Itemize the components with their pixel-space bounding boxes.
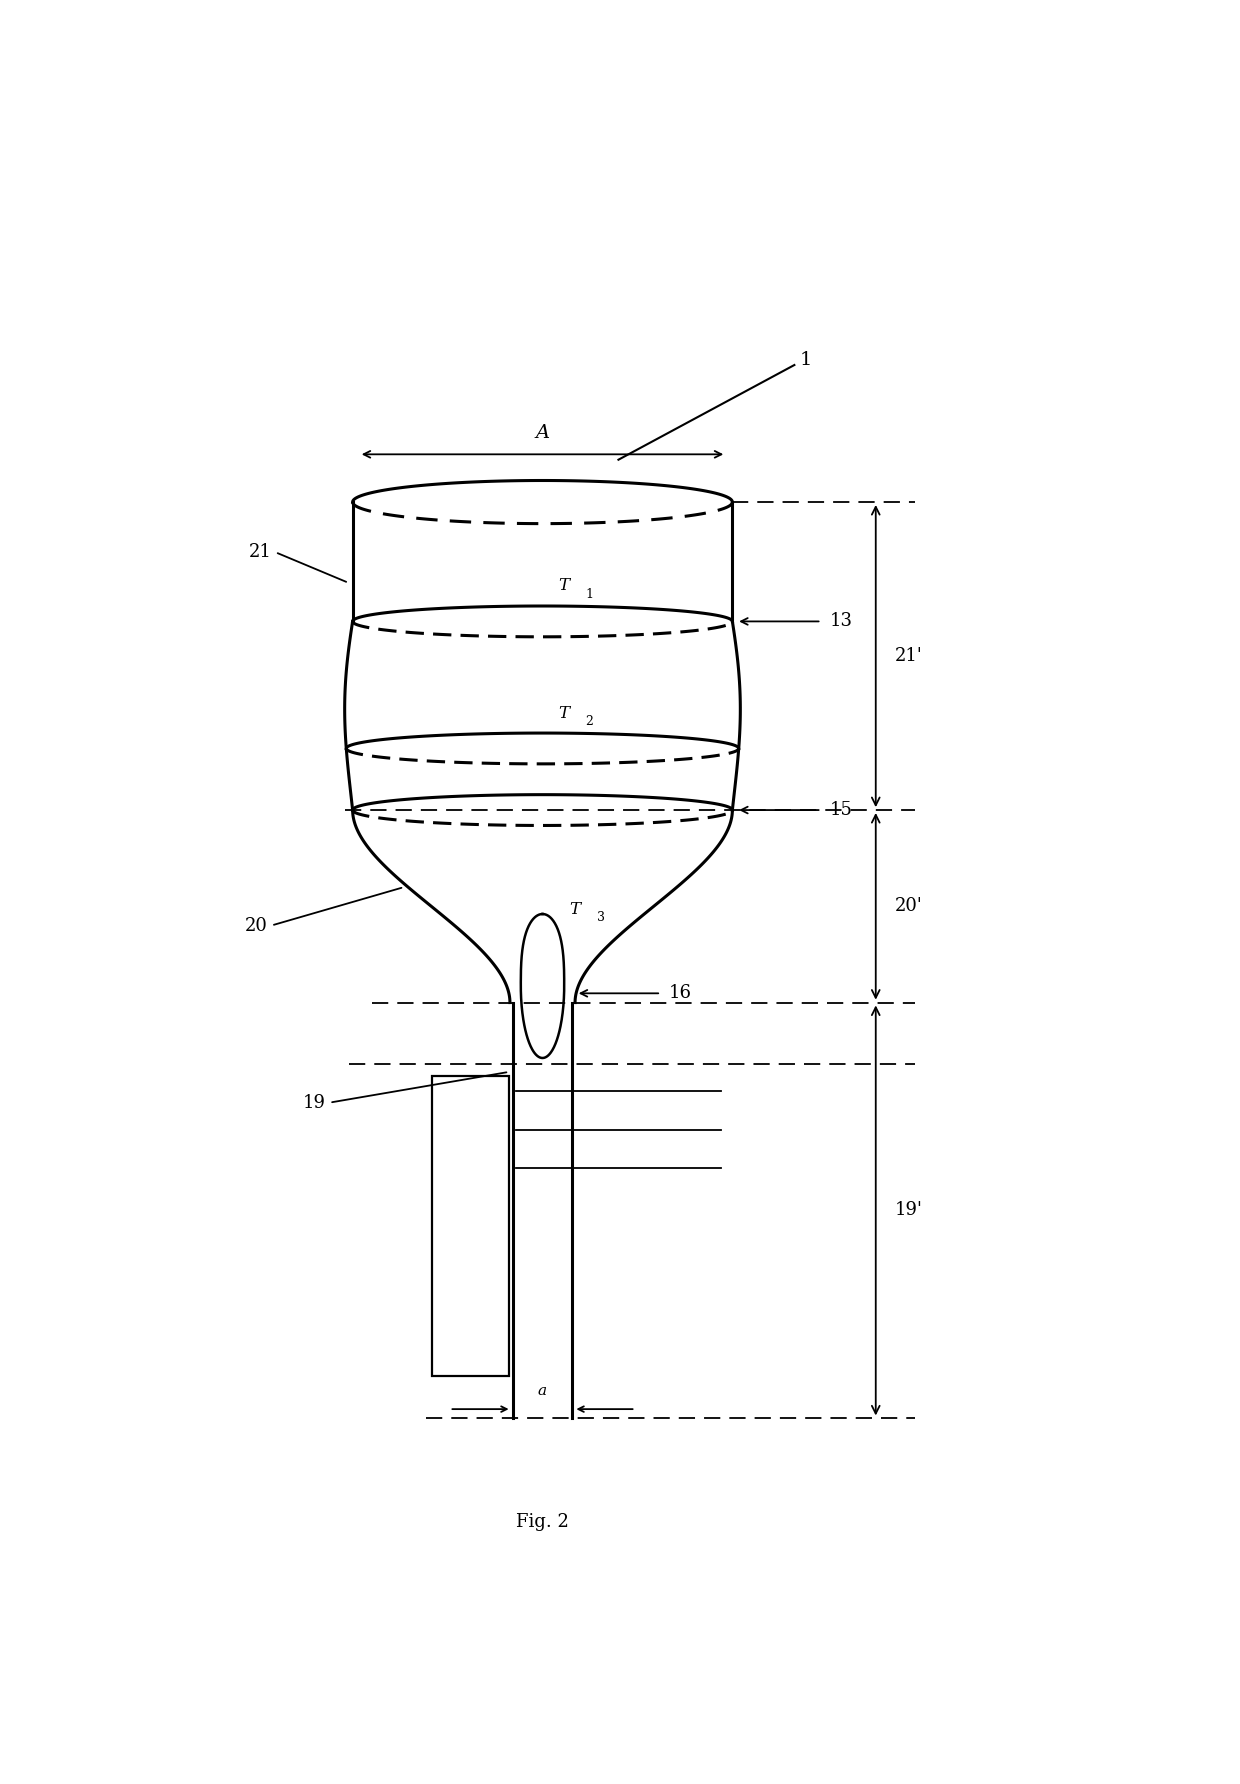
Text: 16: 16 (668, 985, 692, 1003)
Text: a: a (538, 1384, 547, 1397)
Text: 21: 21 (248, 542, 272, 562)
Text: 21': 21' (895, 648, 923, 665)
Text: T: T (558, 705, 569, 721)
Text: 1: 1 (585, 587, 593, 601)
Bar (432, 1076, 510, 1375)
Text: T: T (569, 901, 580, 917)
Text: 13: 13 (830, 612, 852, 630)
Text: T: T (558, 578, 569, 594)
Text: 2: 2 (585, 715, 593, 728)
Text: 19': 19' (895, 1201, 923, 1220)
Text: 15: 15 (830, 801, 852, 819)
Text: 1: 1 (800, 351, 812, 369)
Text: 20': 20' (895, 897, 923, 915)
Text: 3: 3 (596, 912, 605, 924)
Text: 19: 19 (303, 1094, 325, 1111)
Text: 20: 20 (244, 917, 268, 935)
Text: Fig. 2: Fig. 2 (516, 1513, 569, 1531)
Text: A: A (536, 425, 549, 442)
